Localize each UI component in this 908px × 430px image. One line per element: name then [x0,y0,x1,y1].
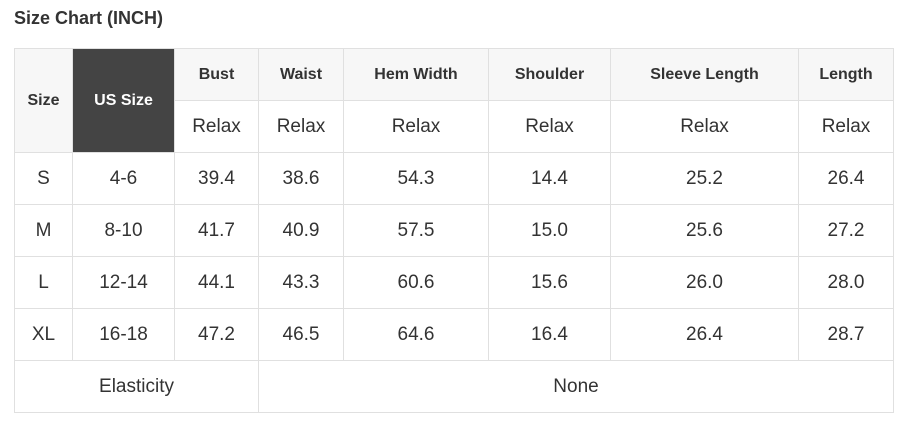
table-cell: 47.2 [174,308,259,361]
header-shoulder: Shoulder [488,48,611,101]
header-sleeve-length: Sleeve Length [610,48,799,101]
table-cell: 16.4 [488,308,611,361]
fit-cell: Relax [258,100,344,153]
table-cell: 26.4 [610,308,799,361]
table-footer: Elasticity None [14,360,894,413]
table-cell: M [14,204,73,257]
table-cell: XL [14,308,73,361]
table-cell: 4-6 [72,152,175,205]
elasticity-value: None [258,360,894,413]
table-cell: 28.0 [798,256,894,309]
table-cell: 26.0 [610,256,799,309]
elasticity-row: Elasticity None [14,360,894,413]
table-cell: 39.4 [174,152,259,205]
size-chart-table: Size US Size Bust Waist Hem Width Should… [14,48,894,413]
header-waist: Waist [258,48,344,101]
fit-cell: Relax [610,100,799,153]
table-cell: 57.5 [343,204,489,257]
table-row: M 8-10 41.7 40.9 57.5 15.0 25.6 27.2 [14,204,894,257]
table-cell: 12-14 [72,256,175,309]
header-hem-width: Hem Width [343,48,489,101]
table-cell: L [14,256,73,309]
table-cell: 41.7 [174,204,259,257]
header-us-size: US Size [72,48,175,153]
table-cell: 14.4 [488,152,611,205]
table-cell: 27.2 [798,204,894,257]
table-cell: 16-18 [72,308,175,361]
table-cell: 44.1 [174,256,259,309]
header-row: Size US Size Bust Waist Hem Width Should… [14,48,894,153]
fit-cell: Relax [488,100,611,153]
elasticity-label: Elasticity [14,360,259,413]
table-body: S 4-6 39.4 38.6 54.3 14.4 25.2 26.4 M 8-10 41.7 40.… [14,152,894,361]
fit-cell: Relax [174,100,259,153]
table-cell: 54.3 [343,152,489,205]
table-cell: 64.6 [343,308,489,361]
table-cell: 38.6 [258,152,344,205]
page-title: Size Chart (INCH) [14,8,164,28]
fit-row: Relax Relax Relax Relax Relax Relax [15,100,894,153]
table-cell: 15.0 [488,204,611,257]
table-cell: 60.6 [343,256,489,309]
table-cell: 26.4 [798,152,894,205]
header-bust: Bust [174,48,259,101]
table-cell: 28.7 [798,308,894,361]
table-cell: 46.5 [258,308,344,361]
fit-cell: Relax [798,100,894,153]
table-row: S 4-6 39.4 38.6 54.3 14.4 25.2 26.4 [14,152,894,205]
header-length: Length [798,48,894,101]
header-size: Size [14,48,73,153]
table-cell: S [14,152,73,205]
table-cell: 15.6 [488,256,611,309]
table-cell: 43.3 [258,256,344,309]
table-row: L 12-14 44.1 43.3 60.6 15.6 26.0 28.0 [14,256,894,309]
fit-cell: Relax [343,100,489,153]
table-cell: 8-10 [72,204,175,257]
table-cell: 40.9 [258,204,344,257]
table-cell: 25.2 [610,152,799,205]
table-row: XL 16-18 47.2 46.5 64.6 16.4 26.4 28.7 [14,308,894,361]
table-cell: 25.6 [610,204,799,257]
